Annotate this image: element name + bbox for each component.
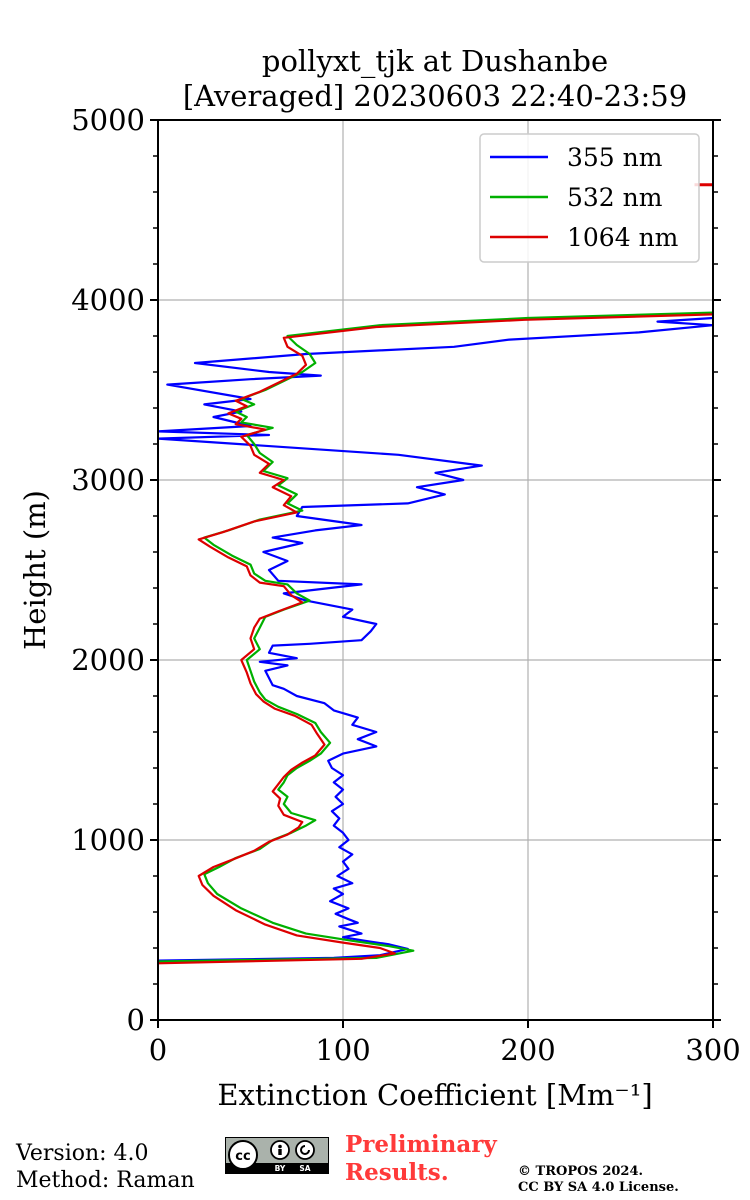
y-tick-label: 4000 — [71, 283, 145, 317]
legend-label: 532 nm — [567, 183, 663, 212]
creative-commons-by-sa-icon: cc BY SA — [225, 1137, 329, 1174]
cc-badge-sa: SA — [299, 1164, 310, 1173]
x-tick-label: 0 — [149, 1033, 167, 1067]
version-label: Version: 4.0 — [16, 1141, 149, 1166]
y-tick-label: 0 — [127, 1003, 145, 1037]
chart-title: pollyxt_tjk at Dushanbe — [262, 44, 608, 79]
footer-info: Version: 4.0 Method: Raman — [16, 1140, 195, 1194]
legend-label: 1064 nm — [567, 223, 679, 252]
cc-badge-cc: cc — [235, 1149, 250, 1164]
series-line-532-nm — [158, 311, 713, 963]
y-tick-label: 5000 — [71, 103, 145, 137]
copyright-line-1: © TROPOS 2024. — [518, 1164, 644, 1179]
method-label: Method: Raman — [16, 1168, 195, 1193]
legend: 355 nm 532 nm 1064 nm — [479, 133, 700, 263]
preliminary-notice: Preliminary Results. — [345, 1131, 497, 1187]
x-tick-label: 300 — [685, 1033, 740, 1067]
legend-label: 355 nm — [567, 143, 663, 172]
copyright-line-2: CC BY SA 4.0 License. — [518, 1180, 679, 1195]
plot-frame — [157, 119, 714, 1021]
x-axis-label: Extinction Coefficient [Mm⁻¹] — [217, 1078, 652, 1112]
chart-subtitle: [Averaged] 20230603 22:40-23:59 — [183, 79, 687, 113]
y-tick-label: 2000 — [71, 643, 145, 677]
y-tick-label: 3000 — [71, 463, 145, 497]
preliminary-line-1: Preliminary — [345, 1131, 497, 1158]
x-tick-label: 100 — [315, 1033, 370, 1067]
series-line-1064-nm — [158, 313, 713, 965]
y-tick-label: 1000 — [71, 823, 145, 857]
series-layer — [158, 183, 713, 965]
legend-box — [479, 133, 700, 263]
cc-badge-by: BY — [275, 1164, 286, 1173]
copyright-notice: © TROPOS 2024. CC BY SA 4.0 License. — [518, 1164, 679, 1196]
series-line-355-nm — [158, 316, 713, 962]
x-tick-label: 200 — [500, 1033, 555, 1067]
axis-ticks — [150, 119, 721, 1028]
y-axis-label: Height (m) — [18, 490, 52, 650]
preliminary-line-2: Results. — [345, 1159, 449, 1186]
